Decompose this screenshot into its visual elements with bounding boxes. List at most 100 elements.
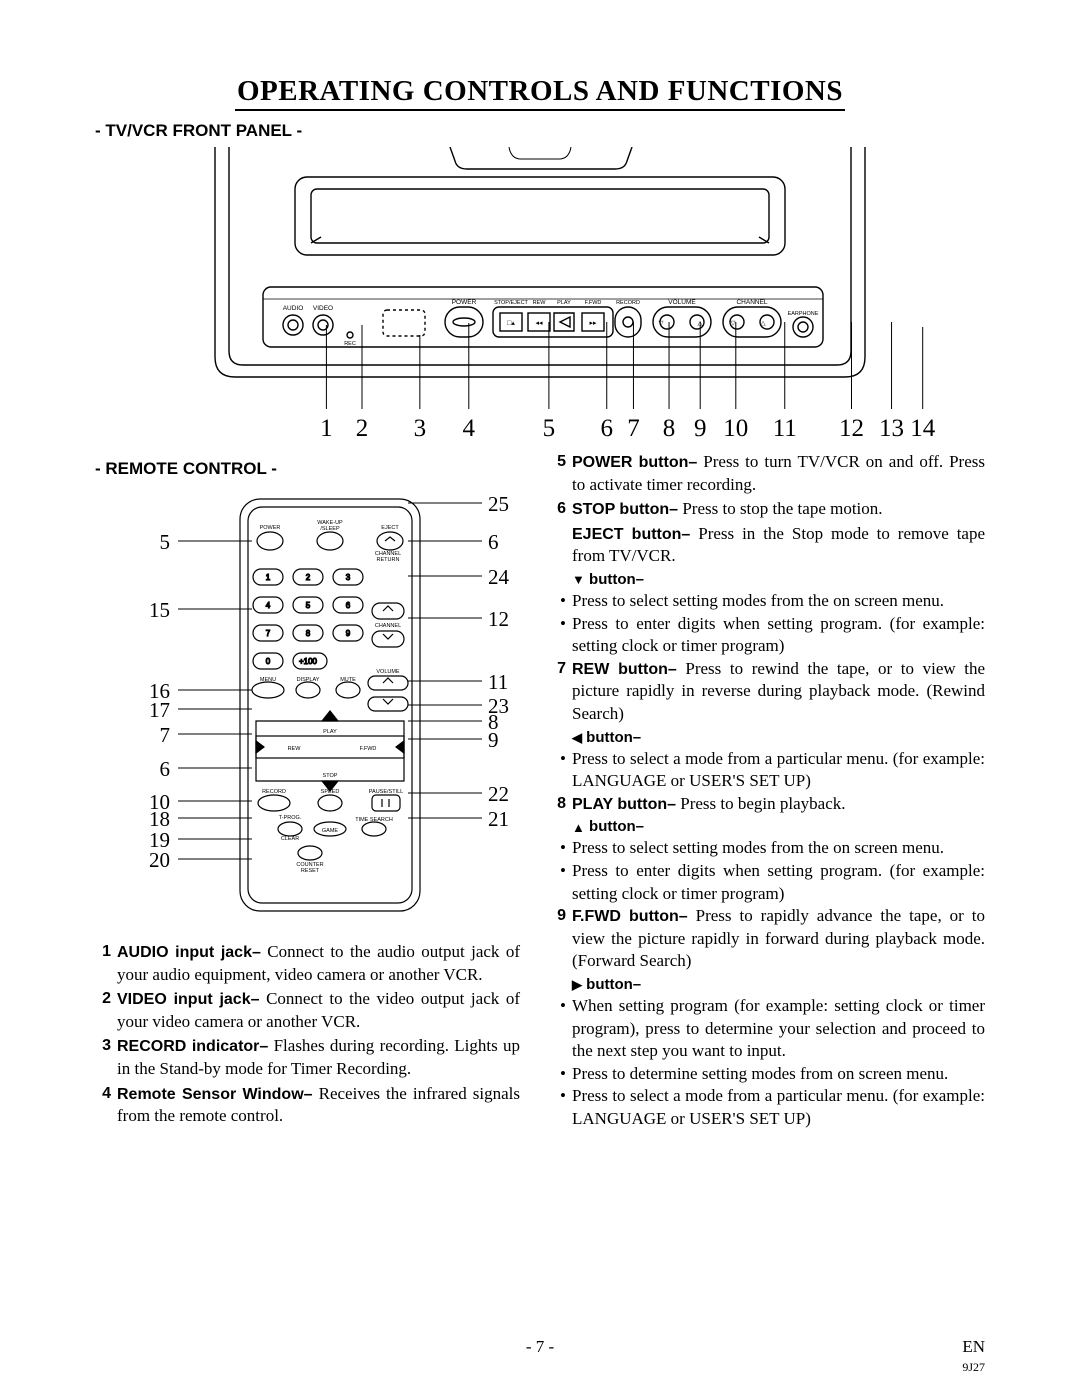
page-title: OPERATING CONTROLS AND FUNCTIONS [235, 75, 845, 111]
remote-callout: 25 [488, 492, 509, 517]
svg-text:REW: REW [533, 300, 547, 306]
svg-text:T-PROG.: T-PROG. [279, 815, 302, 821]
description-bullet: Press to determine setting modes from on… [560, 1063, 985, 1086]
front-panel-callout: 14 [910, 415, 935, 443]
remote-svg: 1234567890+100 [140, 481, 520, 931]
arrow-button-label: ◀ button– [572, 728, 985, 748]
svg-text:□▴: □▴ [507, 320, 515, 327]
description-bullet: Press to select a mode from a particular… [560, 1085, 985, 1130]
svg-text:AUDIO: AUDIO [283, 305, 304, 312]
svg-text:RECORD: RECORD [262, 789, 286, 795]
arrow-button-label: ▼ button– [572, 570, 985, 590]
svg-text:GAME: GAME [322, 828, 339, 834]
svg-text:VIDEO: VIDEO [313, 305, 333, 312]
svg-text:4: 4 [266, 601, 271, 610]
description-item: 6STOP button– Press to stop the tape mot… [550, 498, 985, 521]
remote-callout: 22 [488, 782, 509, 807]
svg-text:EJECT: EJECT [381, 525, 399, 531]
svg-text:EARPHONE: EARPHONE [788, 311, 819, 317]
svg-text:MENU: MENU [260, 677, 276, 683]
front-panel-callout: 12 [839, 415, 864, 443]
svg-text:8: 8 [306, 629, 311, 638]
description-item: 4Remote Sensor Window– Receives the infr… [95, 1083, 520, 1128]
svg-text:▽: ▽ [659, 320, 665, 327]
svg-text:6: 6 [346, 601, 351, 610]
description-item: 8PLAY button– Press to begin playback. [550, 793, 985, 816]
svg-text:RESET: RESET [301, 868, 320, 874]
description-item: 3RECORD indicator– Flashes during record… [95, 1035, 520, 1080]
description-bullet: Press to enter digits when setting progr… [560, 860, 985, 905]
svg-text:CHANNEL: CHANNEL [375, 623, 401, 629]
remote-callout: 6 [140, 757, 170, 782]
footer-lang: EN [962, 1337, 985, 1357]
svg-text:PLAY: PLAY [557, 300, 571, 306]
svg-text:◂◂: ◂◂ [535, 320, 543, 327]
front-panel-heading: - TV/VCR FRONT PANEL - [95, 121, 985, 141]
svg-text:/SLEEP: /SLEEP [320, 526, 340, 532]
front-panel-callout: 4 [463, 415, 476, 443]
front-panel-callout: 11 [773, 415, 797, 443]
remote-callout: 5 [140, 530, 170, 555]
remote-callout: 15 [140, 598, 170, 623]
arrow-button-label: ▶ button– [572, 975, 985, 995]
description-bullet: Press to select setting modes from the o… [560, 837, 985, 860]
svg-text:RETURN: RETURN [377, 557, 400, 563]
remote-callout: 6 [488, 530, 499, 555]
front-panel-callout: 10 [723, 415, 748, 443]
svg-text:RECORD: RECORD [616, 300, 640, 306]
front-panel-callout: 3 [414, 415, 427, 443]
svg-text:PLAY: PLAY [323, 729, 337, 735]
description-bullet: Press to select a mode from a particular… [560, 748, 985, 793]
svg-text:9: 9 [346, 629, 351, 638]
front-panel-callout: 5 [543, 415, 556, 443]
front-panel-callout: 6 [601, 415, 614, 443]
svg-text:VOLUME: VOLUME [376, 669, 400, 675]
description-bullet: Press to select setting modes from the o… [560, 590, 985, 613]
tv-vcr-front-panel-diagram: AUDIO VIDEO REC POWER STOP/EJECT REW PLA… [95, 147, 985, 437]
description-item: 5POWER button– Press to turn TV/VCR on a… [550, 451, 985, 496]
remote-callout: 7 [140, 723, 170, 748]
front-panel-callout: 13 [879, 415, 904, 443]
front-panel-svg: AUDIO VIDEO REC POWER STOP/EJECT REW PLA… [95, 147, 985, 437]
svg-text:REC: REC [344, 341, 356, 347]
svg-text:POWER: POWER [260, 525, 281, 531]
svg-text:TIME SEARCH: TIME SEARCH [355, 817, 393, 823]
arrow-button-label: ▲ button– [572, 817, 985, 837]
description-item: 7REW button– Press to rewind the tape, o… [550, 658, 985, 726]
remote-control-diagram: 1234567890+100 [140, 481, 520, 931]
front-panel-callout: 7 [627, 415, 640, 443]
descriptions-left: 1AUDIO input jack– Connect to the audio … [95, 941, 520, 1128]
description-bullet: Press to enter digits when setting progr… [560, 613, 985, 658]
descriptions-right: 5POWER button– Press to turn TV/VCR on a… [550, 451, 985, 1131]
remote-callout: 17 [140, 698, 170, 723]
page-number: - 7 - [95, 1337, 985, 1357]
svg-text:F.FWD: F.FWD [360, 746, 377, 752]
page-footer: - 7 - EN 9J27 [95, 1337, 985, 1357]
svg-text:PAUSE/STILL: PAUSE/STILL [369, 789, 403, 795]
front-panel-callout: 2 [356, 415, 369, 443]
svg-text:7: 7 [266, 629, 271, 638]
front-panel-callout: 9 [694, 415, 707, 443]
remote-callout: 9 [488, 728, 499, 753]
svg-text:3: 3 [346, 573, 351, 582]
svg-text:F.FWD: F.FWD [585, 300, 602, 306]
description-item-cont: EJECT button– Press in the Stop mode to … [550, 523, 985, 568]
svg-text:STOP/EJECT: STOP/EJECT [494, 300, 528, 306]
front-panel-callout: 1 [320, 415, 333, 443]
remote-callout: 11 [488, 670, 508, 695]
svg-text:DISPLAY: DISPLAY [297, 677, 320, 683]
svg-text:CLEAR: CLEAR [281, 836, 299, 842]
remote-callout: 20 [140, 848, 170, 873]
description-bullet: When setting program (for example: setti… [560, 995, 985, 1063]
svg-text:CHANNEL: CHANNEL [736, 299, 767, 306]
remote-callout: 24 [488, 565, 509, 590]
front-panel-callout: 8 [663, 415, 676, 443]
svg-text:SPEED: SPEED [321, 789, 340, 795]
svg-text:▸▸: ▸▸ [589, 320, 597, 327]
svg-text:POWER: POWER [452, 299, 477, 306]
svg-text:1: 1 [266, 573, 271, 582]
svg-text:STOP: STOP [323, 773, 338, 779]
description-item: 1AUDIO input jack– Connect to the audio … [95, 941, 520, 986]
svg-text:MUTE: MUTE [340, 677, 356, 683]
remote-heading: - REMOTE CONTROL - [95, 459, 520, 479]
